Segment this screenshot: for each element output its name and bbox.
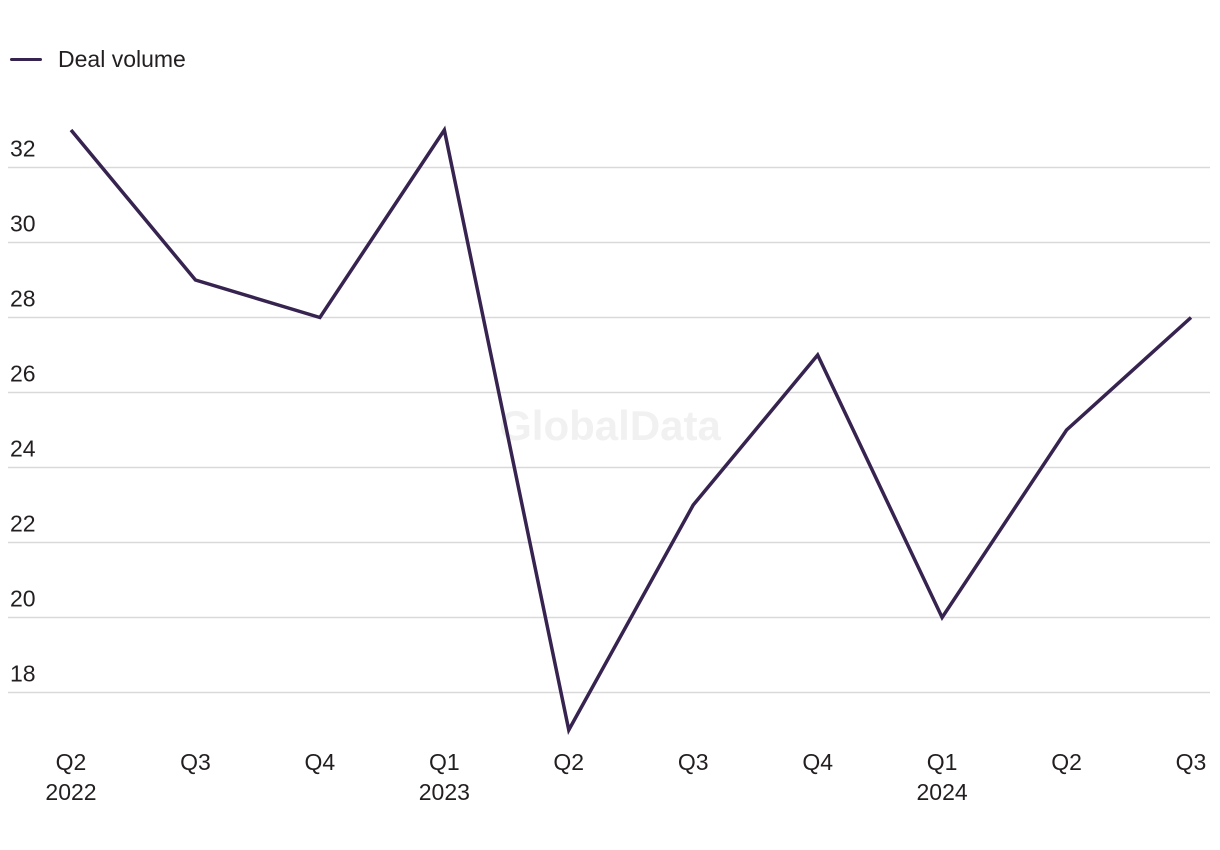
y-tick-label: 24 [10,436,36,462]
y-tick-label: 22 [10,511,36,537]
watermark: GlobalData [499,402,721,449]
x-tick-label: Q3 [180,749,211,775]
x-tick-year-label: 2022 [45,779,96,805]
y-tick-label: 20 [10,586,36,612]
x-tick-year-label: 2024 [917,779,968,805]
x-tick-label: Q1 [429,749,460,775]
y-tick-label: 30 [10,211,36,237]
y-axis: 18 20 22 24 26 28 30 32 [10,136,36,687]
x-tick-label: Q1 [927,749,958,775]
x-tick-label: Q3 [1176,749,1207,775]
legend: Deal volume [10,46,186,73]
x-axis: Q2 2022 Q3 Q4 Q1 2023 Q2 Q3 Q4 Q1 2024 Q2 Q3 [45,749,1206,805]
series-line-deal-volume [69,125,1193,735]
legend-swatch [10,58,42,61]
x-tick-label: Q4 [305,749,336,775]
x-tick-label: Q2 [553,749,584,775]
series-layer [69,125,1193,735]
legend-label: Deal volume [58,46,186,72]
x-tick-label: Q2 [56,749,87,775]
y-tick-label: 32 [10,136,36,162]
y-tick-label: 18 [10,661,36,687]
x-tick-year-label: 2023 [419,779,470,805]
x-tick-label: Q2 [1051,749,1082,775]
x-tick-label: Q4 [802,749,833,775]
grid [8,166,1210,694]
y-tick-label: 28 [10,286,36,312]
x-tick-label: Q3 [678,749,709,775]
y-tick-label: 26 [10,361,36,387]
